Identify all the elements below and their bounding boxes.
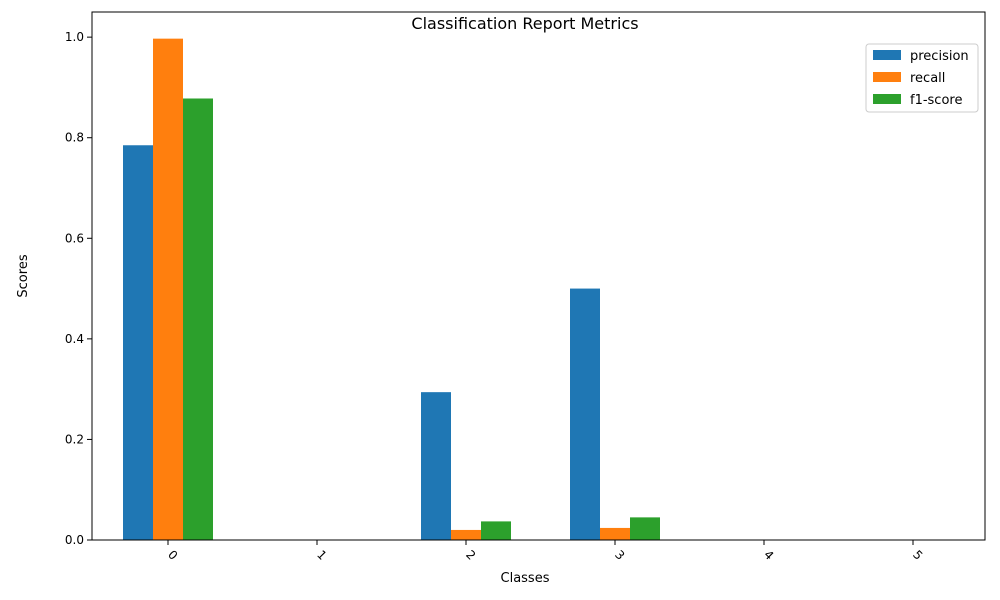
legend-label-f1-score: f1-score (910, 93, 962, 108)
bar-precision-class-3 (570, 288, 600, 540)
x-axis-ticks: 0 1 2 3 4 5 (165, 540, 925, 563)
legend-swatch-precision (873, 50, 901, 60)
x-axis-label: Classes (501, 571, 550, 586)
legend-items: precision recall f1-score (873, 49, 969, 108)
bar-precision-class-0 (123, 145, 153, 540)
y-axis-ticks: 0.0 0.2 0.4 0.6 0.8 1.0 (65, 30, 92, 547)
y-tick-label: 0.0 (65, 533, 84, 547)
x-tick-label: 5 (910, 548, 925, 563)
legend-label-precision: precision (910, 49, 969, 64)
bar-recall-class-2 (451, 529, 481, 540)
bar-recall-class-0 (153, 38, 183, 540)
y-tick-label: 1.0 (65, 30, 84, 44)
y-tick-label: 0.4 (65, 332, 84, 346)
legend: precision recall f1-score (865, 43, 979, 113)
legend-label-recall: recall (910, 71, 945, 86)
y-tick-label: 0.2 (65, 432, 84, 446)
bar-precision-class-2 (421, 392, 451, 540)
legend-swatch-recall (873, 72, 901, 82)
chart-title: Classification Report Metrics (411, 14, 638, 33)
x-tick-label: 1 (314, 548, 329, 563)
y-tick-label: 0.8 (65, 131, 84, 145)
legend-swatch-f1-score (873, 94, 901, 104)
x-tick-label: 3 (612, 548, 627, 563)
y-tick-label: 0.6 (65, 231, 84, 245)
bar-f1-score-class-3 (630, 517, 660, 540)
x-tick-label: 0 (165, 548, 180, 563)
bar-recall-class-3 (600, 527, 630, 540)
x-tick-label: 4 (761, 548, 776, 563)
bar-f1-score-class-0 (183, 98, 213, 541)
bars-layer (123, 38, 660, 541)
bar-f1-score-class-2 (481, 521, 511, 540)
plot-frame (91, 11, 986, 541)
y-axis-label: Scores (16, 254, 31, 297)
x-tick-label: 2 (463, 548, 478, 563)
